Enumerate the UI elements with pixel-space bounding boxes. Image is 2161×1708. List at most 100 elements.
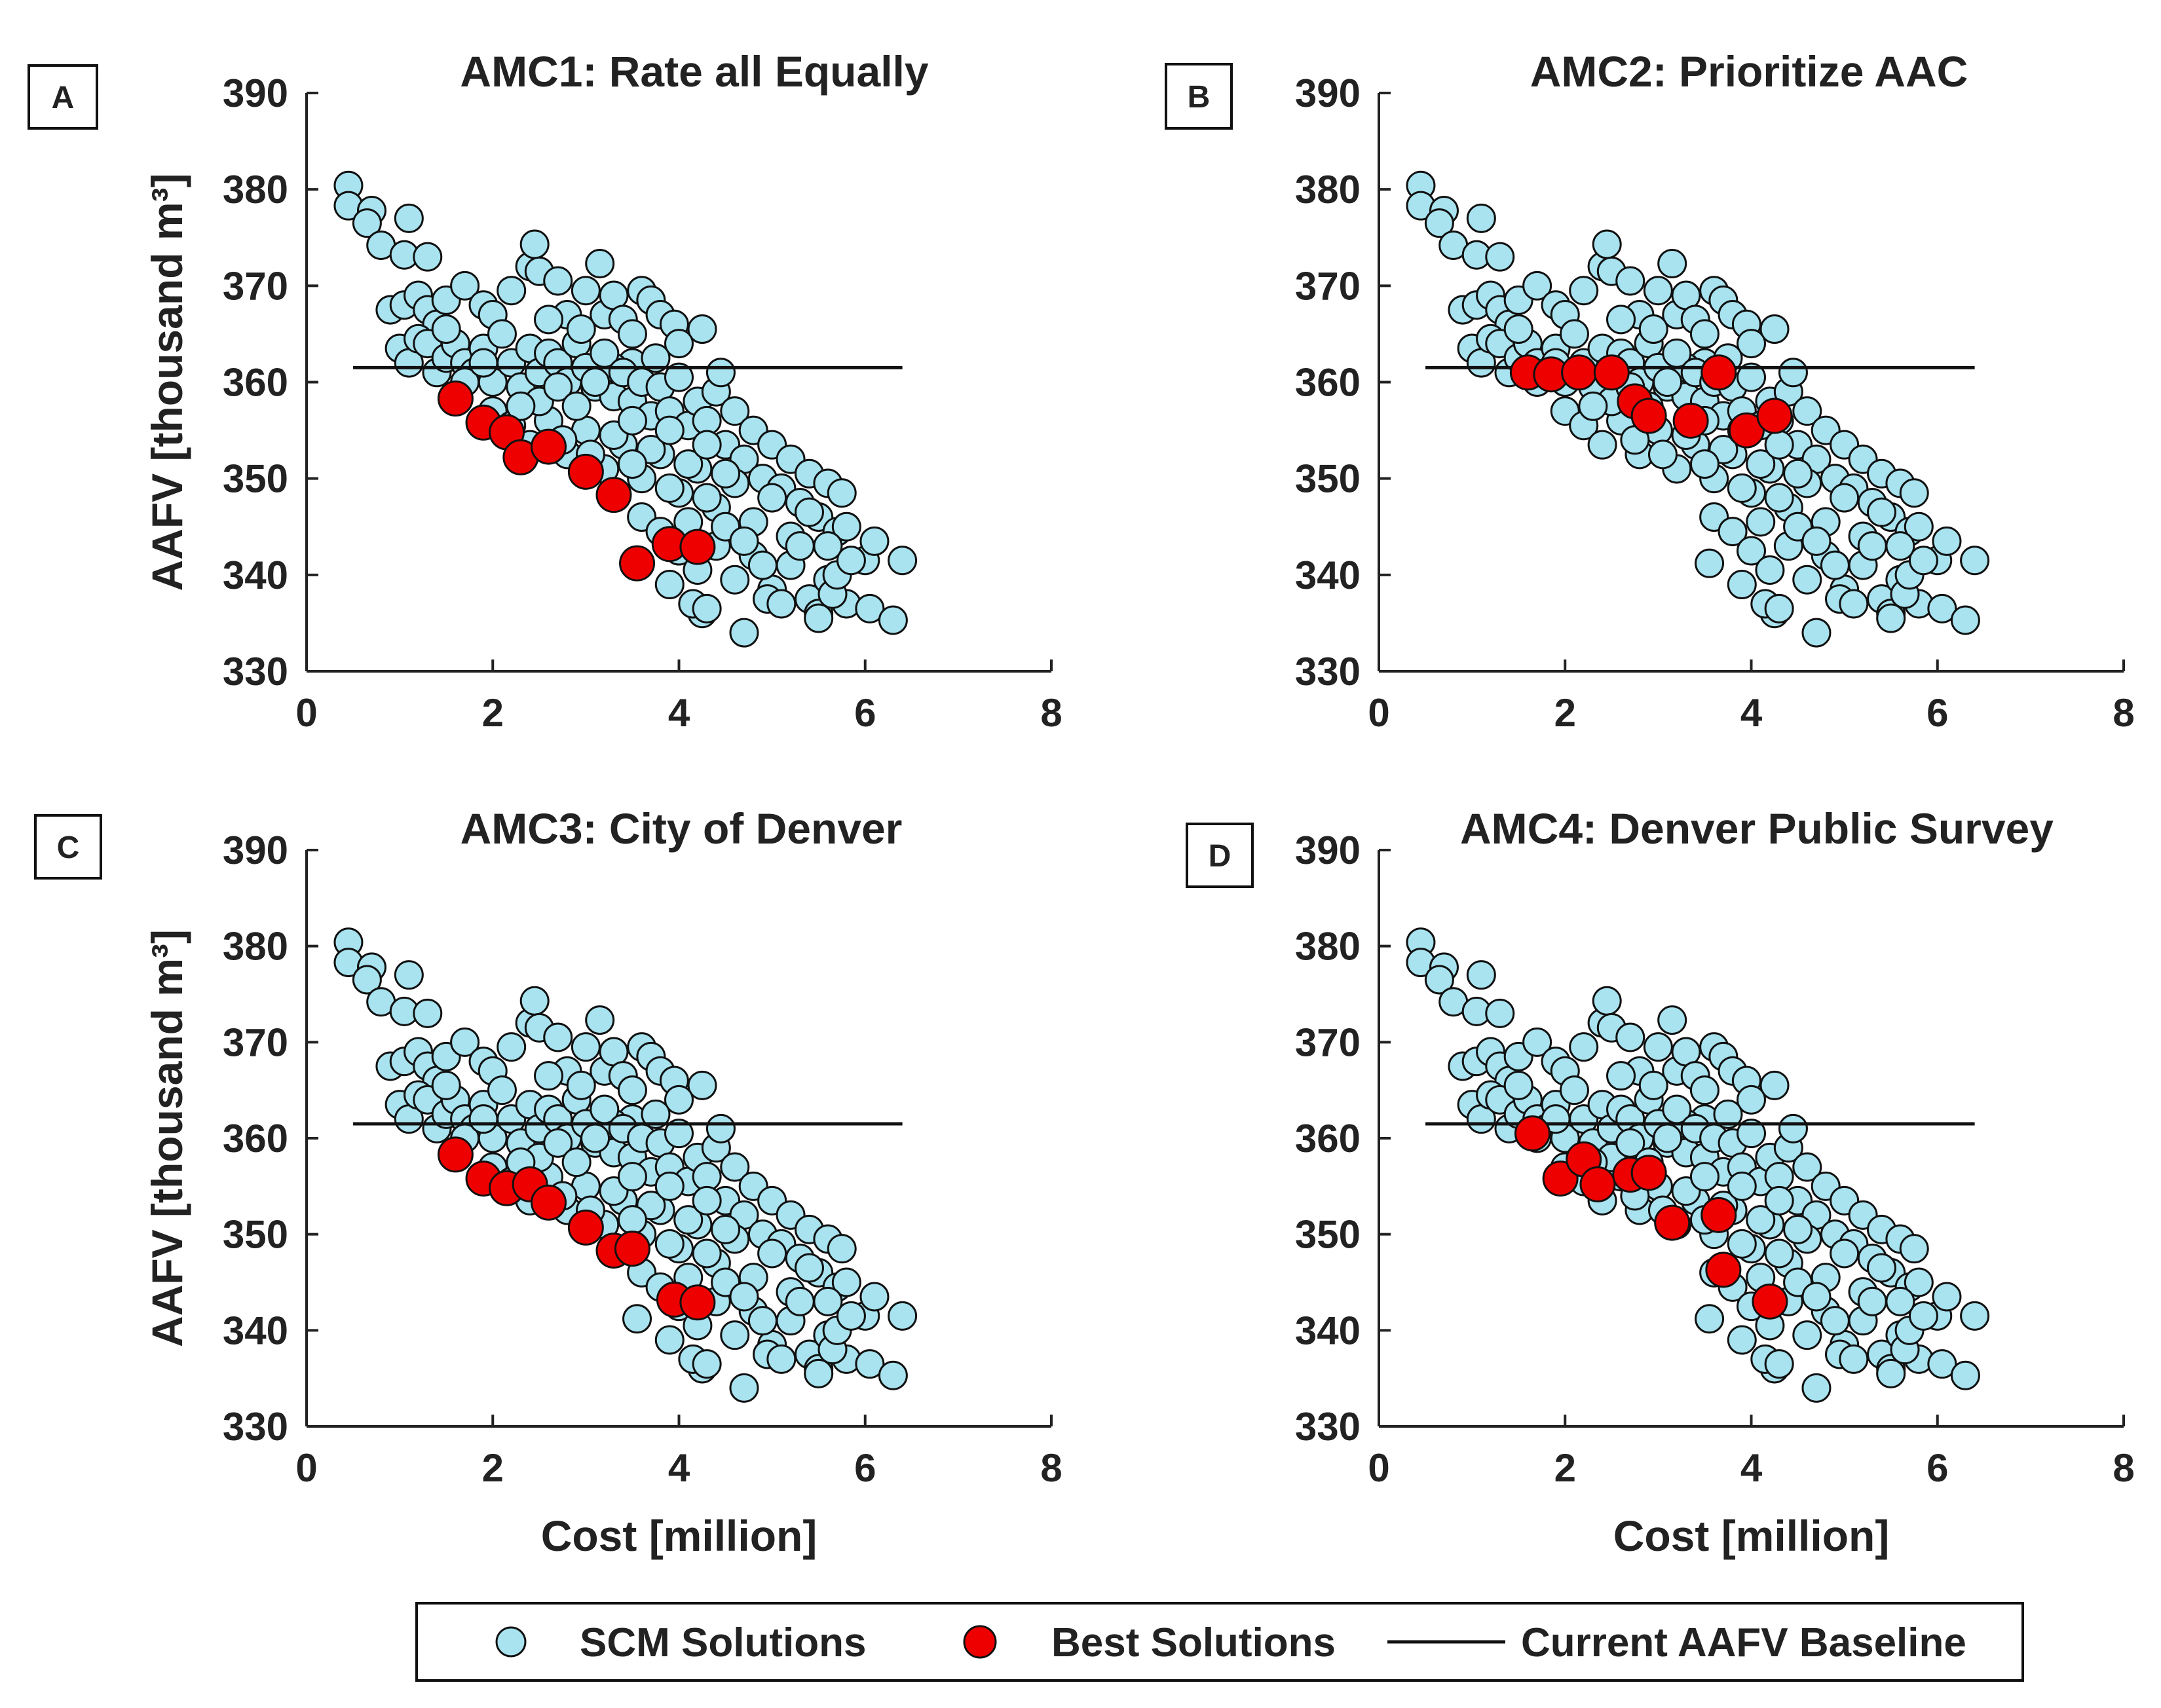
scm-solution-point xyxy=(729,618,759,648)
best-solution-point xyxy=(1705,1252,1742,1288)
scm-solution-point xyxy=(1908,546,1938,576)
scm-solution-point xyxy=(1638,314,1668,344)
best-solution-point xyxy=(1630,1155,1667,1191)
scm-solution-point xyxy=(519,986,550,1016)
x-tick-label: 0 xyxy=(1368,691,1389,735)
scm-solution-point xyxy=(1503,1070,1533,1100)
best-solution-point xyxy=(437,1136,474,1173)
scm-solution-point xyxy=(654,1229,685,1259)
scm-solution-point xyxy=(664,329,694,359)
scm-solution-point xyxy=(705,358,736,388)
scm-solution-point xyxy=(813,531,843,561)
x-axis-label: Cost [million] xyxy=(541,1512,817,1560)
panel-label-box xyxy=(34,814,102,880)
scm-solution-point xyxy=(1592,986,1622,1016)
y-tick-label: 370 xyxy=(1295,1020,1361,1064)
scm-solution-point xyxy=(1839,1344,1869,1374)
scm-solution-point xyxy=(1522,270,1552,301)
x-tick-label: 4 xyxy=(1740,1446,1763,1490)
panel-title: AMC3: City of Denver xyxy=(460,804,903,853)
best-solution-point xyxy=(1630,398,1667,434)
scm-solution-point xyxy=(1801,1373,1832,1403)
scm-solution-point xyxy=(1908,1301,1938,1331)
scm-solution-point xyxy=(1746,449,1776,479)
panel-label-box xyxy=(1165,63,1233,130)
y-tick-label: 390 xyxy=(223,71,288,115)
scm-solution-point xyxy=(617,449,647,479)
scm-solution-point xyxy=(519,229,550,259)
y-tick-label: 390 xyxy=(223,828,288,872)
scm-solution-point xyxy=(1643,1032,1673,1062)
scm-solution-point xyxy=(1866,1253,1896,1283)
scm-solution-point xyxy=(1927,593,1957,623)
scm-solution-point xyxy=(1857,531,1887,561)
scm-solution-point xyxy=(1792,565,1822,595)
scm-solution-point xyxy=(1522,1027,1552,1057)
scm-solution-point xyxy=(1569,276,1599,306)
scm-solution-point xyxy=(711,1214,741,1244)
panel-title: AMC2: Prioritize AAC xyxy=(1530,47,1968,96)
panel-a: A AMC1: Rate all Equally 330 340 350 360 370 38… xyxy=(28,47,1062,735)
scm-solution-point xyxy=(878,1360,908,1390)
scm-solution-point xyxy=(673,1205,704,1235)
scm-solution-point xyxy=(1764,1238,1794,1269)
x-tick-label: 0 xyxy=(295,691,317,735)
x-tick-label: 0 xyxy=(1368,1446,1389,1490)
y-axis-label: AAFV [thousand m³] xyxy=(143,174,191,591)
scm-solution-point xyxy=(1657,248,1687,278)
y-tick-label: 380 xyxy=(1295,925,1361,969)
scm-solution-point xyxy=(566,314,596,344)
scm-solution-point xyxy=(1759,314,1790,344)
x-tick-label: 8 xyxy=(1040,691,1062,735)
scm-solution-point xyxy=(1876,603,1906,633)
scm-solution-point xyxy=(1737,329,1766,359)
legend-baseline-label: Current AAFV Baseline xyxy=(1521,1620,1966,1665)
scm-solution-point xyxy=(831,511,861,542)
scm-solution-point xyxy=(561,391,592,421)
scm-solution-point xyxy=(1647,439,1678,470)
best-solution-point xyxy=(1593,354,1630,391)
scm-solution-point xyxy=(1759,1070,1790,1100)
x-tick-label: 6 xyxy=(1926,1446,1948,1490)
scm-solution-point xyxy=(1689,1162,1719,1192)
scm-solution-point xyxy=(813,1286,843,1316)
legend-best-label: Best Solutions xyxy=(1051,1620,1336,1665)
scm-solution-point xyxy=(543,266,573,296)
y-tick-label: 330 xyxy=(223,650,288,694)
y-tick-label: 340 xyxy=(1295,553,1361,597)
scm-solution-point xyxy=(566,1070,596,1100)
best-solution-point xyxy=(1514,1115,1551,1152)
scm-solution-point xyxy=(720,396,750,426)
scm-solution-point xyxy=(692,483,722,513)
scm-solution-point xyxy=(692,1238,722,1269)
scm-solution-point xyxy=(506,391,536,421)
legend-scm-label: SCM Solutions xyxy=(580,1620,866,1665)
scm-solution-point xyxy=(692,1185,722,1216)
scm-solution-point xyxy=(827,1234,857,1264)
scm-solution-point xyxy=(888,1301,918,1331)
scm-solution-point xyxy=(878,605,908,635)
scm-solution-point xyxy=(785,531,815,561)
x-tick-label: 2 xyxy=(482,1446,504,1490)
scm-solution-point xyxy=(1830,483,1860,513)
scm-solution-point xyxy=(1830,1238,1860,1269)
scm-solution-point xyxy=(1792,1152,1822,1182)
scm-solution-point xyxy=(1783,458,1813,489)
scm-solution-point xyxy=(1792,396,1822,426)
scm-solution-point xyxy=(1727,1171,1757,1201)
best-solution-point xyxy=(437,381,474,417)
scm-solution-point xyxy=(1653,367,1683,397)
scm-solution-point xyxy=(1927,1349,1957,1379)
x-axis-label: Cost [million] xyxy=(1613,1512,1890,1560)
scm-solution-point xyxy=(1559,1075,1589,1105)
panel-label: C xyxy=(57,830,80,865)
scm-solution-point xyxy=(1839,589,1869,619)
scm-solution-point xyxy=(1727,473,1757,503)
y-tick-label: 390 xyxy=(1295,71,1361,115)
scm-solution-point xyxy=(664,362,694,392)
scm-solution-point xyxy=(1764,1185,1794,1216)
scm-solution-point xyxy=(1638,1070,1668,1100)
scm-solution-point xyxy=(1466,960,1496,990)
best-solution-point xyxy=(567,1209,604,1246)
scm-solution-point xyxy=(804,603,834,633)
